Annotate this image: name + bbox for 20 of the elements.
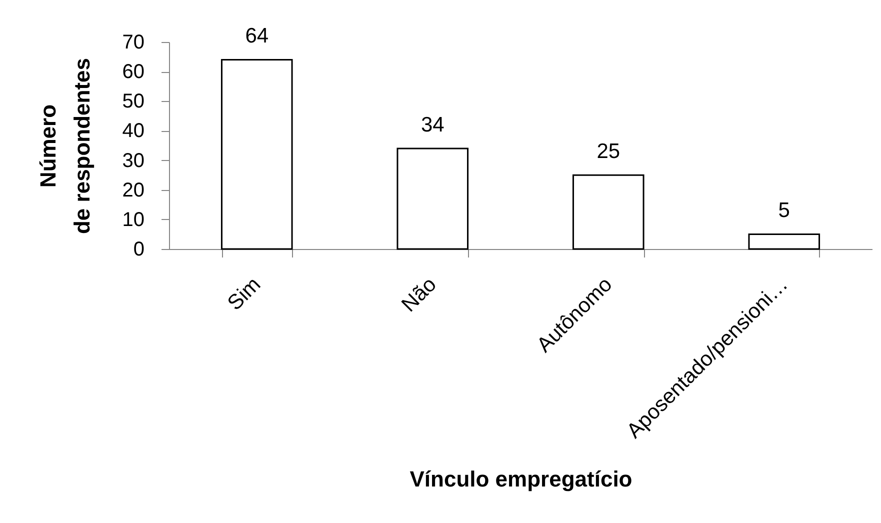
x-tick-label: Não	[397, 273, 441, 317]
y-tick-label: 40	[122, 120, 144, 142]
y-tick-label: 10	[122, 208, 144, 231]
y-tick-label: 30	[122, 150, 144, 172]
y-tick-label: 0	[133, 238, 144, 260]
x-tick-label: Sim	[223, 273, 266, 315]
y-tick-label: 50	[122, 90, 144, 113]
x-axis-title: Vínculo empregatício	[410, 466, 632, 492]
bar	[572, 174, 644, 250]
y-axis-title: Número de respondentes	[35, 58, 94, 234]
data-label: 64	[245, 24, 269, 48]
y-tick-label: 20	[122, 179, 144, 202]
bar	[220, 58, 293, 250]
y-tick-label: 60	[122, 61, 144, 84]
data-label: 5	[778, 199, 790, 222]
y-tick-label: 70	[122, 32, 144, 54]
data-label: 25	[596, 140, 620, 164]
data-label: 34	[420, 113, 445, 136]
bar	[396, 148, 469, 250]
bar	[748, 233, 820, 250]
